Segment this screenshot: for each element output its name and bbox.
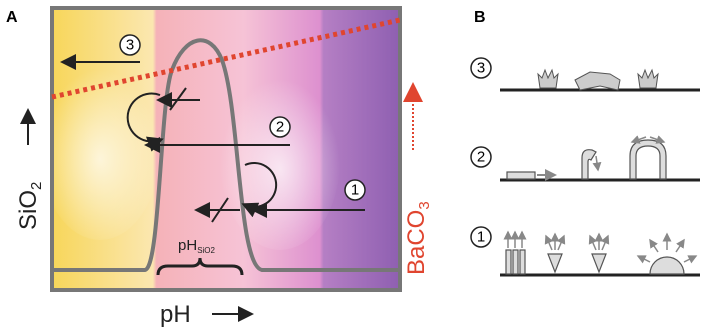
range-main: pH (178, 237, 197, 254)
figure: A 3 2 1 pHSiO2 SiO2 pH BaCO3 B 3 2 1 (0, 0, 705, 331)
structures-1 (506, 250, 684, 274)
step-number: 1 (351, 182, 359, 199)
right-label: BaCO3 (403, 201, 433, 275)
y-axis-label: SiO2 (15, 182, 45, 230)
right-sub: 3 (416, 201, 433, 209)
right-main: BaCO (403, 210, 430, 275)
grey-arrow (596, 156, 598, 170)
step-number: 1 (477, 229, 485, 246)
step-number: 3 (477, 60, 485, 77)
y-main: SiO (15, 190, 42, 230)
panel-label: B (474, 9, 486, 26)
step-number: 2 (477, 149, 485, 166)
y-sub: 2 (28, 182, 45, 190)
baselines (500, 90, 700, 275)
structures-3 (538, 70, 658, 90)
page: A 3 2 1 pHSiO2 SiO2 pH BaCO3 B 3 2 1 (0, 0, 705, 331)
structures-2 (507, 140, 666, 179)
range-sub: SiO2 (197, 246, 215, 255)
step-number: 2 (276, 119, 284, 136)
step-number: 3 (126, 37, 134, 54)
x-axis-label: pH (160, 301, 191, 328)
panel-label: A (6, 9, 18, 26)
